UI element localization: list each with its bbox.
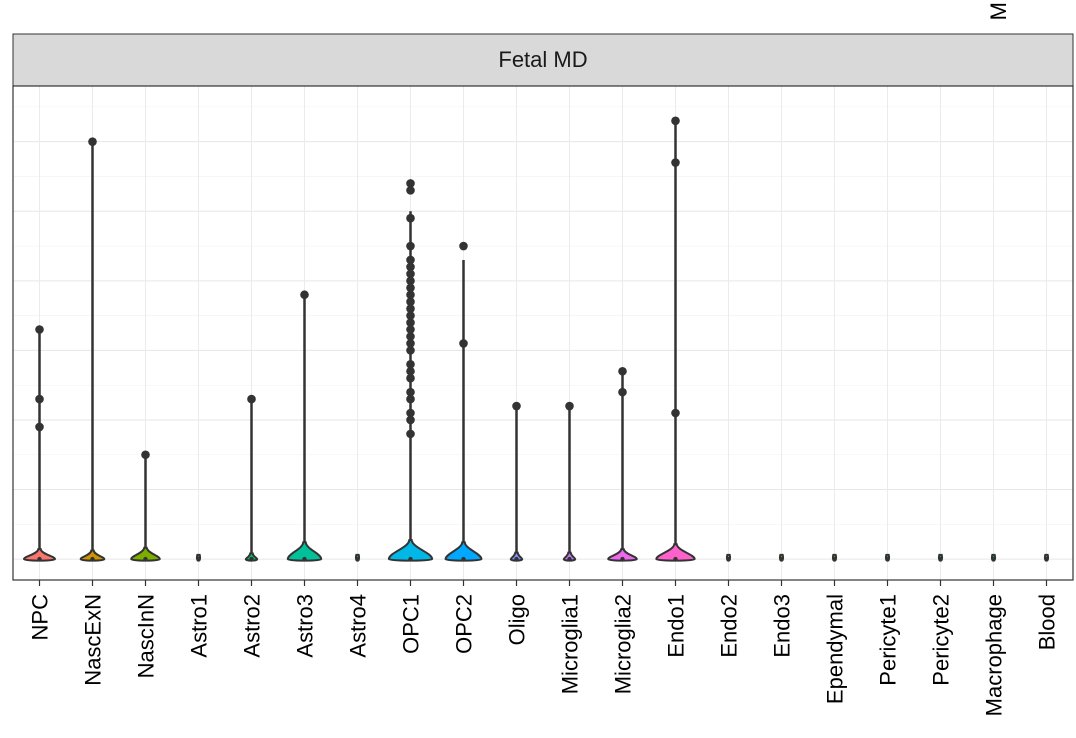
x-tick-label: Astro1: [187, 594, 212, 658]
median-point: [302, 556, 307, 562]
x-tick-label: Endo3: [770, 594, 795, 658]
panel-strip: [12, 33, 1074, 87]
median-point: [461, 556, 466, 562]
outlier-point: [512, 401, 521, 411]
median-point: [938, 556, 943, 562]
median-point: [726, 556, 731, 562]
x-tick-label: Pericyte1: [876, 594, 901, 686]
outlier-point: [406, 429, 415, 439]
outlier-point: [300, 290, 309, 300]
outlier-point: [406, 262, 415, 272]
median-point: [779, 556, 784, 562]
outlier-point: [406, 304, 415, 313]
outlier-point: [141, 450, 150, 460]
x-tick-label: NascInN: [134, 594, 159, 678]
x-tick-label: Ependymal: [823, 594, 848, 704]
x-tick-label: Microglia2: [611, 594, 636, 694]
median-point: [143, 556, 148, 562]
outlier-point: [618, 387, 627, 397]
median-point: [673, 556, 678, 562]
outlier-point: [406, 311, 415, 320]
x-tick-label: Astro2: [240, 594, 265, 658]
outlier-point: [671, 408, 680, 418]
x-tick-label: OPC2: [452, 594, 477, 654]
outlier-point: [406, 415, 415, 425]
x-tick-label: Blood: [1035, 594, 1060, 650]
median-point: [90, 556, 95, 562]
outlier-point: [406, 346, 415, 355]
x-tick-label: Pericyte2: [929, 594, 954, 686]
plot-background: [13, 86, 1073, 580]
outlier-point: [406, 179, 415, 188]
outlier-point: [35, 325, 44, 334]
outlier-point: [618, 366, 627, 376]
x-tick-label: NascExN: [81, 594, 106, 686]
outlier-point: [406, 318, 415, 327]
median-point: [196, 556, 201, 562]
x-tick-label: Astro3: [293, 594, 318, 658]
outlier-point: [35, 422, 44, 432]
x-tick-label: Macrophage: [982, 594, 1007, 716]
grid-lines: [13, 86, 1073, 580]
outlier-point: [406, 186, 415, 195]
outlier-point: [406, 269, 415, 279]
median-point: [885, 556, 890, 562]
outlier-point: [406, 283, 415, 293]
outlier-point: [406, 297, 415, 306]
outlier-point: [406, 241, 415, 251]
median-point: [355, 556, 360, 562]
panel-title: Fetal MD: [498, 47, 587, 72]
x-tick-label: Microglia1: [558, 594, 583, 694]
x-tick-label: Oligo: [505, 594, 530, 645]
outlier-point: [406, 255, 415, 265]
outlier-point: [406, 325, 415, 334]
median-point: [991, 556, 996, 562]
x-tick-label: NPC: [28, 594, 53, 641]
violins: [22, 116, 1050, 562]
median-point: [620, 556, 625, 562]
outlier-point: [406, 290, 415, 300]
median-point: [1044, 556, 1049, 562]
outlier-point: [406, 339, 415, 348]
outlier-point: [406, 408, 415, 418]
outlier-point: [406, 213, 415, 223]
x-tick-label: Astro4: [346, 594, 371, 658]
outlier-point: [459, 241, 468, 251]
outlier-point: [459, 339, 468, 348]
plot-border: [12, 85, 1074, 581]
outlier-point: [88, 137, 97, 146]
outlier-point: [247, 394, 256, 404]
x-tick-label: Endo2: [717, 594, 742, 658]
outlier-point: [406, 360, 415, 369]
outlier-point: [406, 373, 415, 383]
outlier-point: [406, 387, 415, 397]
outlier-point: [406, 366, 415, 376]
corner-label: M: [986, 2, 1011, 20]
outlier-point: [406, 394, 415, 404]
outlier-point: [35, 394, 44, 404]
x-tick-label: OPC1: [399, 594, 424, 654]
outlier-point: [565, 401, 574, 411]
outlier-point: [406, 332, 415, 341]
outlier-point: [406, 276, 415, 286]
outlier-point: [671, 116, 680, 126]
median-point: [249, 556, 254, 562]
x-tick-label: Endo1: [664, 594, 689, 658]
x-axis-ticks: NPC NascExN NascInN Astro1 Astro2 Astro3 Astro…: [28, 580, 1060, 716]
median-point: [514, 556, 519, 562]
median-point: [408, 556, 413, 562]
outlier-point: [671, 158, 680, 167]
median-point: [567, 556, 572, 562]
median-point: [37, 556, 42, 562]
median-point: [832, 556, 837, 562]
